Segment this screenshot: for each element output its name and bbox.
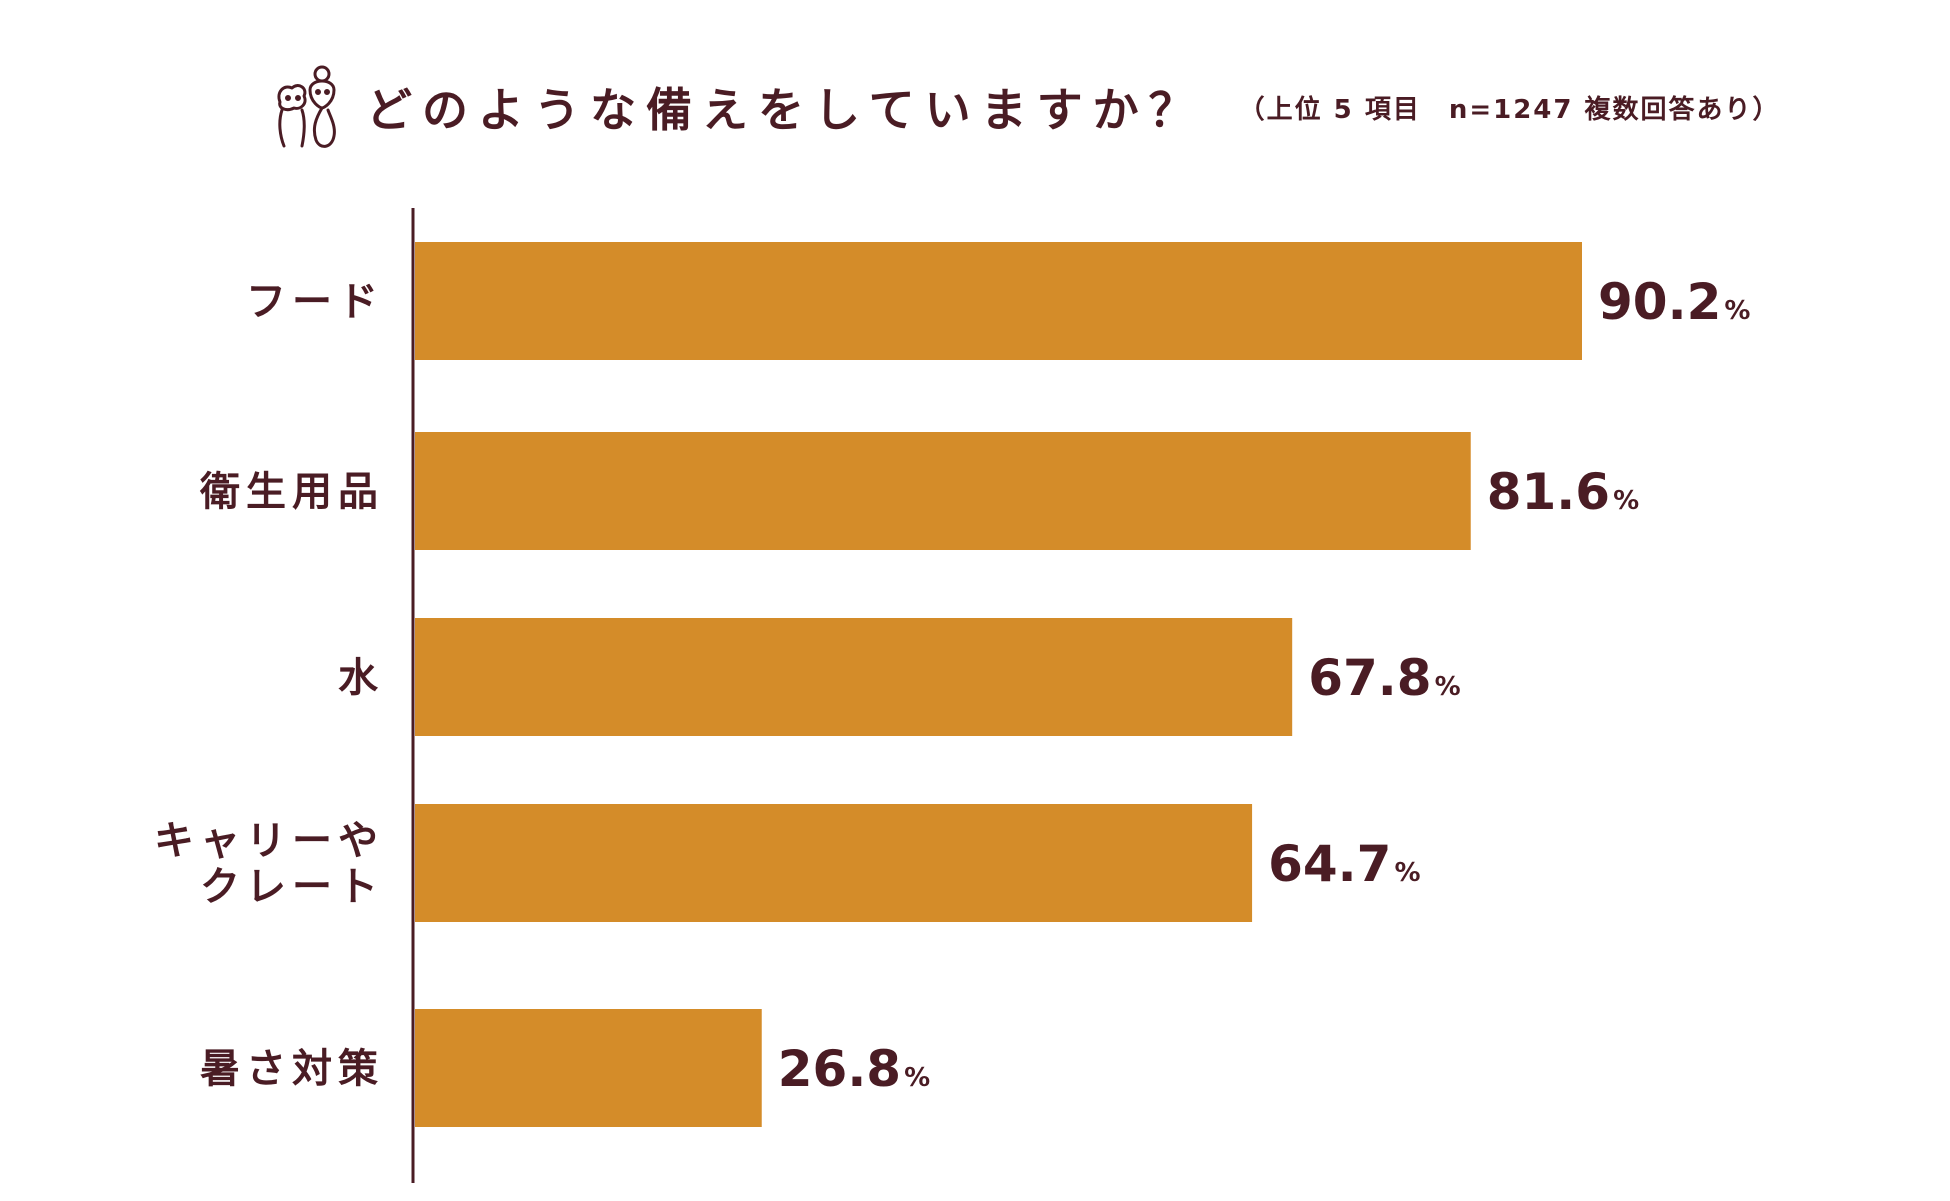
value-label-3: 64.7%	[1268, 835, 1420, 893]
bar-2	[415, 618, 1293, 736]
category-label-3-1: クレート	[200, 864, 384, 910]
category-label-0-0: フード	[246, 279, 384, 325]
category-label-4-0: 暑さ対策	[200, 1046, 384, 1092]
dog-and-owner-icon	[277, 65, 336, 148]
bar-1	[415, 432, 1471, 550]
category-label-3-0: キャリーや	[154, 818, 384, 864]
bar-0	[415, 242, 1582, 360]
chart-subtitle: （上位 5 項目 n=1247 複数回答あり）	[1238, 94, 1781, 125]
value-label-0: 90.2%	[1598, 273, 1750, 331]
bar-4	[415, 1009, 762, 1127]
value-label-2: 67.8%	[1308, 649, 1460, 707]
value-label-1: 81.6%	[1487, 463, 1639, 521]
chart-title: どのような備えをしていますか？	[366, 83, 1205, 137]
value-label-4: 26.8%	[778, 1040, 930, 1098]
chart-header: どのような備えをしていますか？ （上位 5 項目 n=1247 複数回答あり）	[272, 62, 1781, 152]
bar-3	[415, 804, 1253, 922]
category-label-2-0: 水	[338, 655, 384, 701]
category-label-1-0: 衛生用品	[199, 469, 384, 515]
